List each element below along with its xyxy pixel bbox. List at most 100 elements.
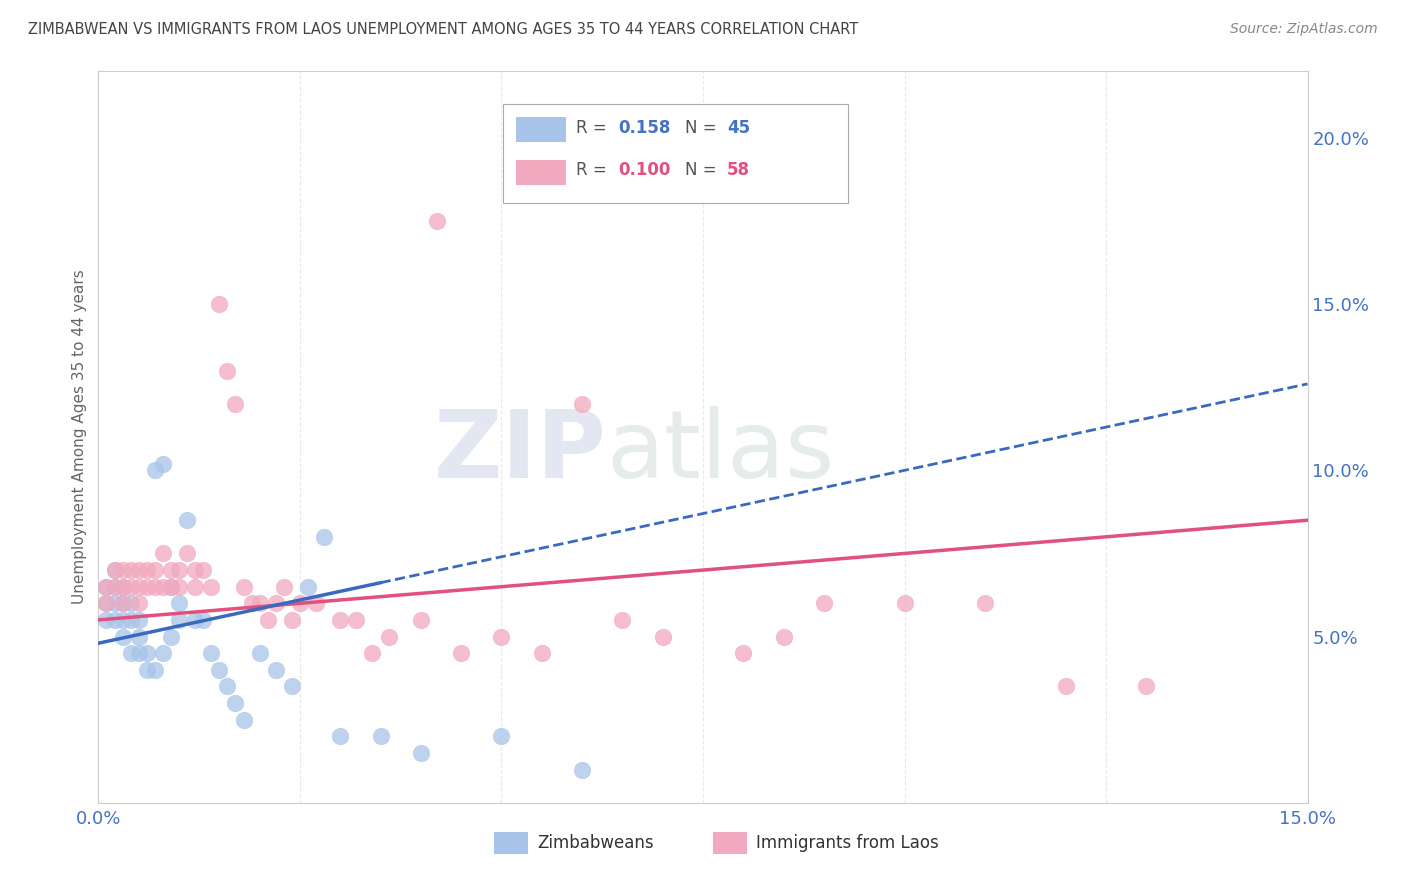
Point [143,580,166,594]
Point [103,580,125,594]
Point [128,613,150,627]
Point [103,596,125,610]
Text: 0.158: 0.158 [619,119,671,136]
Point [208,297,231,311]
Point [152,580,174,594]
Point [491,729,513,743]
Point [143,563,166,577]
FancyBboxPatch shape [503,104,848,203]
Point [111,613,134,627]
Point [167,613,190,627]
Point [128,563,150,577]
Point [491,630,513,644]
Point [135,663,157,677]
Point [370,729,392,743]
Point [103,563,125,577]
FancyBboxPatch shape [713,832,747,854]
Point [530,646,553,660]
Point [314,530,336,544]
Point [111,580,134,594]
Point [184,613,207,627]
Point [143,663,166,677]
Point [135,646,157,660]
Point [128,580,150,594]
Point [120,580,142,594]
Point [450,646,472,660]
Point [128,646,150,660]
Text: Zimbabweans: Zimbabweans [537,834,654,852]
Text: Immigrants from Laos: Immigrants from Laos [756,834,939,852]
Text: atlas: atlas [606,406,835,498]
Point [128,596,150,610]
Point [651,630,673,644]
Point [167,596,190,610]
Text: 0.100: 0.100 [619,161,671,179]
Point [249,646,271,660]
Point [288,596,311,610]
Point [167,580,190,594]
Point [111,563,134,577]
Point [772,630,794,644]
FancyBboxPatch shape [516,160,567,185]
Point [329,613,352,627]
FancyBboxPatch shape [516,118,567,143]
Point [103,580,125,594]
Point [409,613,432,627]
Point [409,746,432,760]
Point [193,613,215,627]
Point [232,580,254,594]
Point [426,214,449,228]
Point [612,613,634,627]
Point [264,596,287,610]
Point [160,580,183,594]
Point [103,613,125,627]
Point [111,596,134,610]
Point [377,630,399,644]
Point [135,563,157,577]
Point [120,646,142,660]
Point [256,613,278,627]
Point [160,580,183,594]
Point [240,596,263,610]
Point [813,596,835,610]
Point [217,680,239,694]
Text: ZIMBABWEAN VS IMMIGRANTS FROM LAOS UNEMPLOYMENT AMONG AGES 35 TO 44 YEARS CORREL: ZIMBABWEAN VS IMMIGRANTS FROM LAOS UNEMP… [28,22,859,37]
Point [152,457,174,471]
Text: ZIP: ZIP [433,406,606,498]
Text: 45: 45 [727,119,751,136]
Point [160,630,183,644]
Point [111,580,134,594]
Point [143,463,166,477]
Point [1135,680,1157,694]
Point [111,630,134,644]
Point [128,630,150,644]
Point [200,580,222,594]
Text: R =: R = [576,161,612,179]
Point [571,397,593,411]
Point [281,680,304,694]
Point [96,596,118,610]
Point [152,646,174,660]
Point [232,713,254,727]
Point [264,663,287,677]
Point [96,613,118,627]
Point [120,613,142,627]
Point [103,563,125,577]
Y-axis label: Unemployment Among Ages 35 to 44 years: Unemployment Among Ages 35 to 44 years [72,269,87,605]
Point [176,513,198,527]
Point [344,613,367,627]
Point [208,663,231,677]
Point [160,563,183,577]
Point [152,546,174,560]
Point [193,563,215,577]
Point [120,563,142,577]
Point [249,596,271,610]
Text: N =: N = [685,119,721,136]
Point [281,613,304,627]
Text: 58: 58 [727,161,751,179]
Point [135,580,157,594]
Point [329,729,352,743]
Point [1054,680,1077,694]
Point [893,596,915,610]
Point [167,563,190,577]
